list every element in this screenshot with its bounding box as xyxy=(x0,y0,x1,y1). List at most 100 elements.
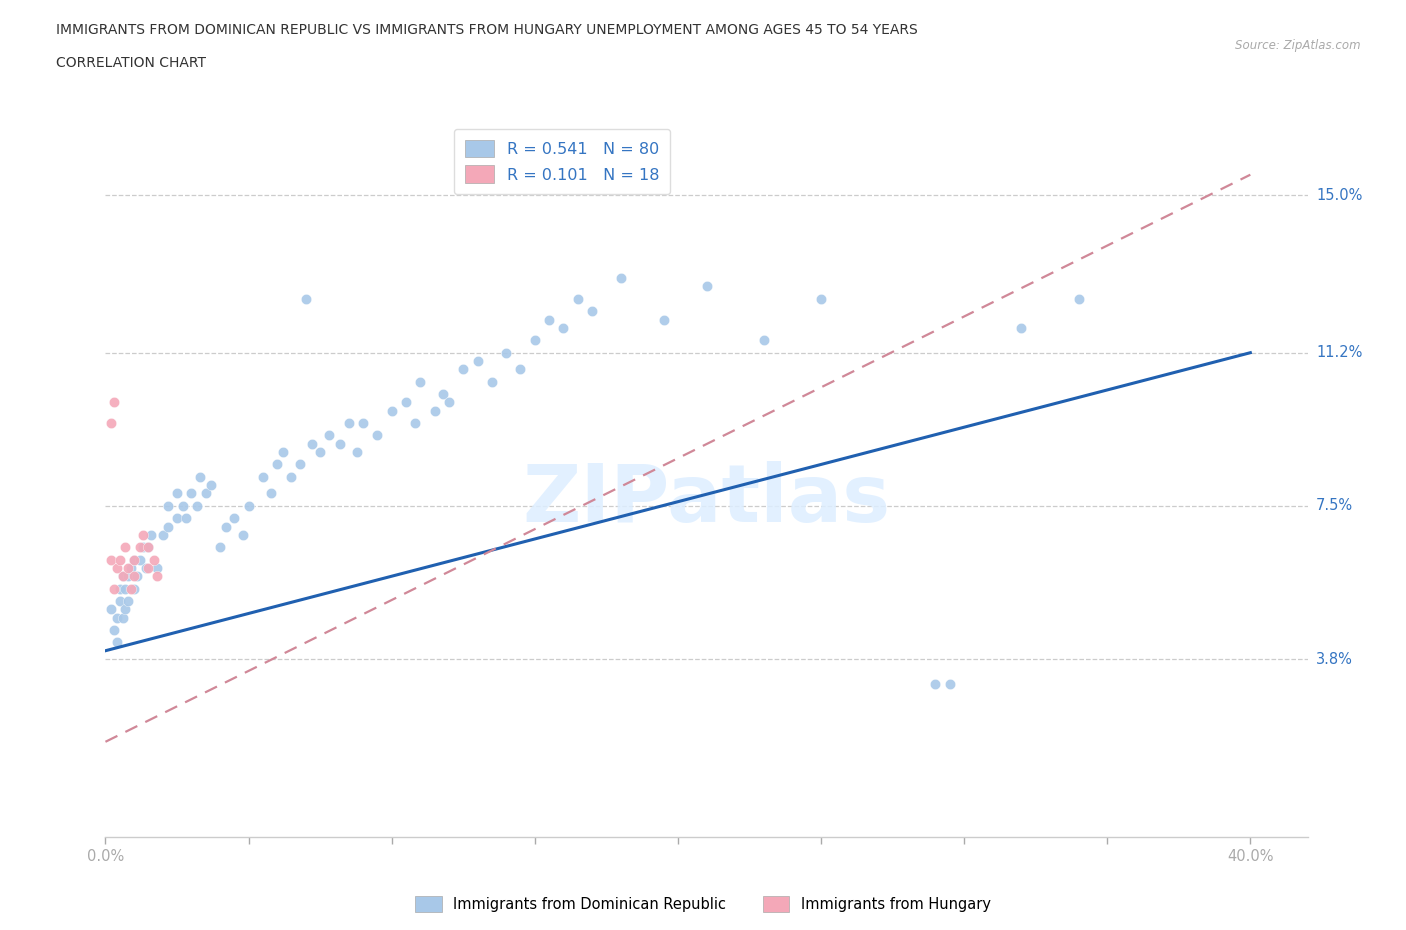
Point xyxy=(105,635,128,650)
Point xyxy=(437,395,460,410)
Legend: Immigrants from Dominican Republic, Immigrants from Hungary: Immigrants from Dominican Republic, Immi… xyxy=(409,891,997,918)
Point xyxy=(103,581,125,596)
Point xyxy=(143,552,166,567)
Point xyxy=(271,445,294,459)
Point xyxy=(194,486,217,501)
Legend: R = 0.541   N = 80, R = 0.101   N = 18: R = 0.541 N = 80, R = 0.101 N = 18 xyxy=(454,129,671,194)
Point xyxy=(280,470,302,485)
Point xyxy=(131,527,153,542)
Point xyxy=(188,470,211,485)
Point xyxy=(100,552,122,567)
Point xyxy=(481,374,503,389)
Point xyxy=(125,569,148,584)
Point xyxy=(120,561,142,576)
Point xyxy=(309,445,332,459)
Point xyxy=(135,561,157,576)
Point xyxy=(1067,291,1090,306)
Point xyxy=(152,527,174,542)
Point xyxy=(146,569,169,584)
Point xyxy=(404,416,426,431)
Point xyxy=(174,511,197,525)
Point xyxy=(146,561,169,576)
Point xyxy=(131,539,153,554)
Point xyxy=(652,312,675,327)
Point xyxy=(111,569,134,584)
Point xyxy=(609,271,631,286)
Point xyxy=(266,457,288,472)
Point xyxy=(232,527,254,542)
Point xyxy=(200,478,222,493)
Point xyxy=(252,470,274,485)
Point xyxy=(523,333,546,348)
Point xyxy=(467,353,489,368)
Point xyxy=(352,416,374,431)
Point xyxy=(567,291,589,306)
Text: 7.5%: 7.5% xyxy=(1316,498,1354,513)
Point xyxy=(103,395,125,410)
Point xyxy=(288,457,311,472)
Point xyxy=(128,539,150,554)
Point xyxy=(114,539,136,554)
Point xyxy=(122,552,145,567)
Point xyxy=(128,552,150,567)
Point xyxy=(117,561,139,576)
Point xyxy=(111,610,134,625)
Point xyxy=(157,498,180,513)
Point xyxy=(105,610,128,625)
Point xyxy=(395,395,418,410)
Point xyxy=(108,581,131,596)
Point xyxy=(301,436,323,451)
Point xyxy=(329,436,352,451)
Point xyxy=(157,519,180,534)
Point xyxy=(509,362,531,377)
Point xyxy=(409,374,432,389)
Point xyxy=(495,345,517,360)
Point xyxy=(214,519,236,534)
Text: CORRELATION CHART: CORRELATION CHART xyxy=(56,56,207,70)
Point xyxy=(122,569,145,584)
Point xyxy=(105,561,128,576)
Text: IMMIGRANTS FROM DOMINICAN REPUBLIC VS IMMIGRANTS FROM HUNGARY UNEMPLOYMENT AMONG: IMMIGRANTS FROM DOMINICAN REPUBLIC VS IM… xyxy=(56,23,918,37)
Point xyxy=(172,498,194,513)
Point xyxy=(138,539,160,554)
Point xyxy=(108,552,131,567)
Point xyxy=(553,321,575,336)
Point xyxy=(138,539,160,554)
Point xyxy=(100,602,122,617)
Point xyxy=(180,486,202,501)
Point xyxy=(186,498,208,513)
Point xyxy=(114,581,136,596)
Point xyxy=(538,312,561,327)
Point xyxy=(451,362,474,377)
Point xyxy=(581,304,603,319)
Point xyxy=(432,387,454,402)
Point xyxy=(696,279,718,294)
Point xyxy=(122,581,145,596)
Point xyxy=(108,593,131,608)
Point xyxy=(138,561,160,576)
Point xyxy=(381,404,404,418)
Point xyxy=(166,486,188,501)
Text: 11.2%: 11.2% xyxy=(1316,345,1362,360)
Point xyxy=(117,569,139,584)
Point xyxy=(111,569,134,584)
Point xyxy=(346,445,368,459)
Point xyxy=(100,416,122,431)
Point xyxy=(423,404,446,418)
Text: Source: ZipAtlas.com: Source: ZipAtlas.com xyxy=(1236,39,1361,52)
Point xyxy=(114,602,136,617)
Text: ZIPatlas: ZIPatlas xyxy=(523,461,890,539)
Point xyxy=(260,486,283,501)
Point xyxy=(939,676,962,691)
Point xyxy=(295,291,318,306)
Point xyxy=(166,511,188,525)
Point xyxy=(810,291,832,306)
Point xyxy=(208,539,231,554)
Point xyxy=(924,676,946,691)
Point xyxy=(122,552,145,567)
Point xyxy=(224,511,246,525)
Point xyxy=(1010,321,1032,336)
Point xyxy=(366,428,388,443)
Point xyxy=(337,416,360,431)
Text: 15.0%: 15.0% xyxy=(1316,188,1362,203)
